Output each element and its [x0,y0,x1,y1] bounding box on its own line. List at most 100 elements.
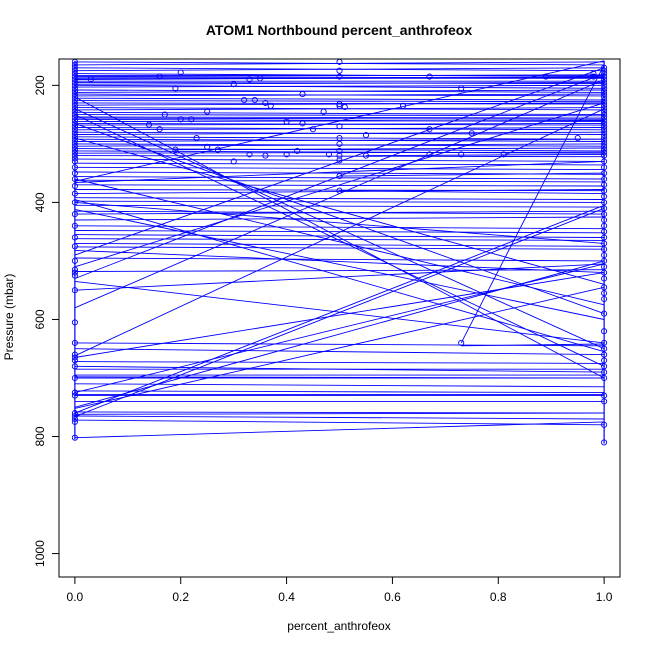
data-point [590,70,597,77]
profile-line [74,118,605,123]
data-point [601,132,608,139]
data-point [71,91,78,98]
data-point [601,152,608,159]
data-point [426,151,433,158]
data-point [601,193,608,200]
data-point [299,120,306,127]
x-tick-label: 0.0 [67,590,84,604]
profile-line [74,81,605,85]
profile-line [74,136,605,140]
profile-line [74,176,605,180]
profile-line [74,158,605,162]
data-point [71,363,78,370]
data-point [601,374,608,382]
data-point [325,151,332,158]
profile-line [365,153,605,157]
profile-line [74,412,605,415]
data-point [574,134,581,142]
profile-line [74,74,605,78]
y-tick-label: 600 [33,309,47,329]
data-point [71,266,78,273]
data-point [336,157,343,164]
profile-line [74,89,605,93]
data-point [336,101,343,108]
data-point [601,345,608,352]
data-point [601,199,608,206]
data-point [601,275,608,282]
data-point [71,357,78,364]
data-point [156,126,163,133]
data-point [601,76,608,83]
data-point [257,75,264,82]
x-tick-label: 1.0 [596,590,613,604]
data-point [71,117,78,124]
profile-line [74,189,605,195]
data-point [71,410,78,417]
profile-line [74,246,605,250]
plot-frame [58,58,621,578]
data-point [71,412,78,420]
data-point [71,143,78,150]
data-point [601,392,608,399]
data-point [468,130,475,137]
profile-line [74,210,605,215]
profile-line [339,172,605,177]
data-point [601,108,608,115]
data-point [601,269,608,276]
data-point [71,374,78,382]
data-point [71,170,78,177]
data-point [71,73,78,80]
data-point [601,123,608,130]
data-point [601,284,608,291]
profile-line [74,361,605,364]
data-point [71,79,78,86]
data-point [601,351,608,358]
data-point [71,182,78,190]
data-point [601,111,608,118]
data-point [601,158,608,165]
profile-line [74,204,605,208]
data-point [601,211,608,218]
profile-line [74,184,605,187]
data-point [246,76,253,83]
data-point [71,415,78,423]
profile-line [74,257,605,262]
data-point [601,205,608,212]
data-point [309,126,317,133]
profile-line [74,208,605,320]
data-point [71,82,78,89]
data-point [230,81,237,88]
data-point [71,76,78,83]
x-tick-label: 0.2 [172,590,189,604]
data-point [251,96,258,104]
data-point [426,126,433,133]
data-point [458,85,465,92]
data-point [362,132,370,139]
data-point [246,151,253,158]
data-point [601,146,608,153]
profile-line [74,93,605,97]
profile-line [74,415,605,420]
data-point [601,357,608,364]
data-point [500,151,507,158]
data-point [262,99,269,106]
profile-line [74,263,605,291]
data-point [341,103,348,111]
x-tick-label: 0.6 [384,590,401,604]
data-point [458,339,465,346]
data-point [71,85,78,92]
chart-title: ATOM1 Northbound percent_anthrofeox [206,22,472,38]
data-point [71,199,78,206]
data-point [87,76,94,83]
data-point [336,134,343,142]
data-point [601,96,608,104]
data-point [71,354,78,361]
data-point [601,79,608,86]
data-point [601,240,608,247]
data-point [71,146,78,153]
data-point [241,96,248,104]
data-point [601,398,608,405]
data-point [71,269,78,276]
data-point [426,73,433,80]
